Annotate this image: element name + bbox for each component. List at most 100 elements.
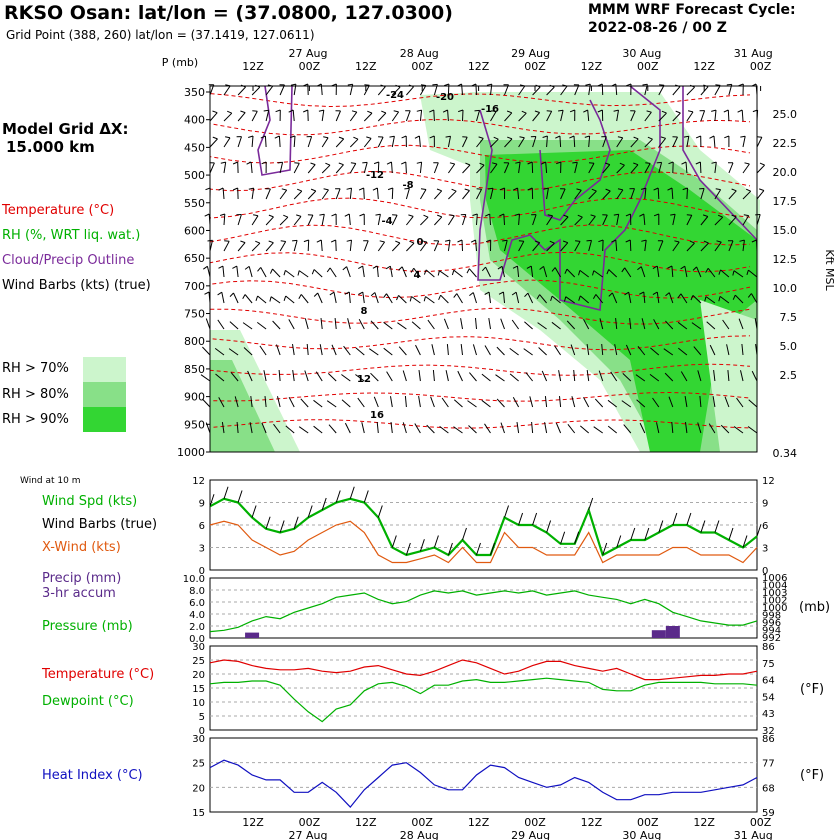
- wind-barb: [700, 216, 709, 226]
- wind-ytick-left: 0: [199, 566, 205, 577]
- wind-barb-flag: [288, 109, 294, 113]
- wind-barb-flag: [469, 292, 474, 296]
- surface-wind-barb: [546, 520, 552, 533]
- wind-barb-flag: [283, 295, 287, 301]
- wind-barb-flag: [667, 265, 673, 269]
- wind-barb: [713, 370, 716, 382]
- wind-barb-flag: [303, 239, 309, 243]
- wind-barb-flag: [613, 109, 619, 112]
- wind-barb: [447, 240, 451, 252]
- wind-barb: [598, 370, 604, 382]
- precip-bar: [665, 626, 680, 638]
- wind-barb: [363, 187, 365, 200]
- wind-barb: [727, 370, 730, 382]
- wind-barb-flag: [414, 135, 420, 139]
- wind-barb-flag: [252, 110, 258, 112]
- wind-barb-flag: [367, 110, 373, 114]
- wind-barb-flag: [353, 136, 359, 140]
- wind-barb-flag: [242, 294, 246, 300]
- wind-barb: [292, 370, 295, 382]
- wind-barb: [453, 399, 463, 408]
- wind-barb: [671, 421, 674, 434]
- wind-barb-flag: [539, 266, 544, 270]
- height-tick-label: 15.0: [773, 224, 798, 237]
- wind-barb-flag: [465, 162, 471, 166]
- pressure-tick-label: 850: [184, 363, 205, 376]
- wind-barb: [671, 265, 674, 278]
- wind-barb-flag: [546, 110, 552, 112]
- wind-barb-flag: [283, 270, 286, 276]
- bottom-hour-label: 12Z: [242, 816, 264, 829]
- wind-barb-flag: [350, 162, 356, 164]
- wind-barb-flag: [268, 214, 274, 218]
- wind-barb-flag: [524, 292, 529, 298]
- top-hour-label: 12Z: [581, 60, 603, 73]
- wind-barb: [728, 190, 737, 200]
- wind-barb-flag: [248, 135, 254, 138]
- wind-barb-flag: [240, 110, 246, 114]
- wind-barb: [223, 137, 231, 148]
- heat-ytick: 25: [192, 759, 205, 770]
- wind-barb: [733, 426, 744, 434]
- wind-barb: [741, 109, 744, 122]
- wind-barb-flag: [506, 110, 512, 114]
- wind-barb-flag: [423, 214, 429, 218]
- wind-barb-flag: [577, 214, 583, 218]
- wind-barb: [643, 291, 646, 304]
- wind-barb: [363, 162, 368, 174]
- wind-barb-flag: [547, 214, 553, 217]
- wind-barb-flag: [590, 214, 596, 217]
- surface-wind-barb: [616, 535, 622, 548]
- wind-barb-flag: [564, 296, 567, 302]
- height-tick-label: 12.5: [773, 253, 798, 266]
- wind-barb-flag: [562, 240, 568, 244]
- temp-contour-7: [209, 279, 751, 299]
- wind-barb: [460, 344, 463, 356]
- wind-barb: [571, 396, 576, 408]
- wind-barb: [555, 422, 562, 434]
- wind-barb-flag: [705, 268, 709, 273]
- surface-wind-barb: [391, 535, 397, 548]
- wind-barb: [588, 163, 595, 174]
- wind-barb: [357, 397, 365, 408]
- wind-barb: [362, 292, 365, 304]
- heat-ytick: 30: [192, 734, 205, 745]
- surface-wind-barb: [335, 490, 341, 503]
- wind-barb-flag: [476, 188, 482, 190]
- wind-barb-flag: [421, 240, 428, 243]
- wind-barb-flag: [283, 214, 289, 218]
- wind-barb: [405, 110, 411, 122]
- wind-barb-flag: [534, 110, 540, 113]
- wind-barb: [616, 137, 624, 148]
- wind-barb: [611, 292, 618, 304]
- wind-barb: [476, 164, 485, 174]
- wind-barb-flag: [499, 213, 505, 217]
- wind-barb: [377, 86, 386, 96]
- wind-barb-flag: [229, 292, 234, 297]
- wind-barb: [251, 188, 255, 200]
- wind-barb: [259, 345, 267, 356]
- wind-barb: [419, 85, 427, 96]
- wind-barb-flag: [253, 214, 259, 217]
- wind-barb: [668, 396, 674, 408]
- wind-barb: [472, 292, 477, 304]
- wind-barb: [293, 190, 303, 200]
- surface-wind-barb: [461, 527, 467, 541]
- wind-barb-flag: [386, 161, 392, 165]
- surface-wind-barb: [700, 520, 706, 533]
- wind-barb-flag: [584, 135, 590, 138]
- wind-barb: [462, 190, 470, 200]
- wind-barb: [475, 317, 477, 330]
- wind-barb: [334, 318, 337, 330]
- wind-barb-flag: [375, 213, 381, 216]
- temp-ytick-f: 54: [762, 692, 775, 703]
- wind-barb-flag: [653, 213, 659, 217]
- wind-barb-flag: [515, 161, 521, 164]
- heat-ytick-f: 77: [762, 759, 775, 770]
- xwind-line: [209, 520, 758, 564]
- wind-barb: [668, 292, 674, 304]
- wind-barb: [321, 214, 325, 226]
- wind-barb: [461, 239, 463, 252]
- wind-barb: [335, 239, 337, 252]
- wind-barb: [304, 318, 309, 330]
